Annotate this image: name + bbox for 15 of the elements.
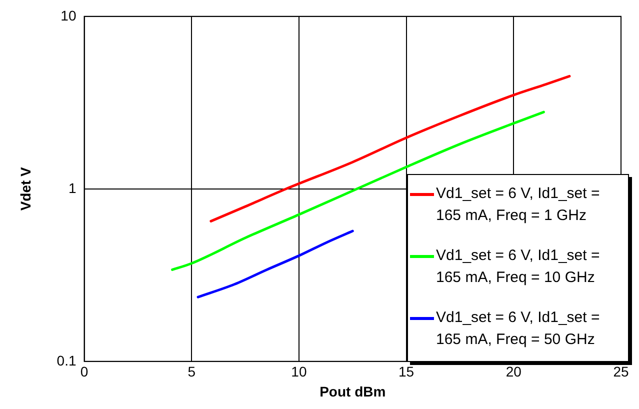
x-tick-label: 5: [188, 364, 196, 380]
x-axis-title: Pout dBm: [320, 383, 386, 400]
line-series: [196, 230, 354, 298]
legend-label: Vd1_set = 6 V, Id1_set = 165 mA, Freq = 10 GHz: [436, 246, 601, 288]
x-tick-label: 25: [613, 364, 629, 380]
y-tick-label: 10: [60, 7, 76, 24]
x-tick-label: 15: [398, 364, 414, 380]
y-axis-title: Vdet V: [17, 166, 34, 211]
legend-label: Vd1_set = 6 V, Id1_set = 165 mA, Freq = 50 GHz: [436, 308, 601, 350]
x-tick-label: 0: [80, 364, 88, 380]
x-tick-label: 10: [291, 364, 307, 380]
y-tick-label: 0.1: [56, 352, 76, 368]
x-tick-label: 20: [506, 364, 522, 380]
legend-label: Vd1_set = 6 V, Id1_set = 165 mA, Freq = 1 GHz: [436, 184, 601, 226]
y-tick-label: 1: [68, 180, 76, 196]
